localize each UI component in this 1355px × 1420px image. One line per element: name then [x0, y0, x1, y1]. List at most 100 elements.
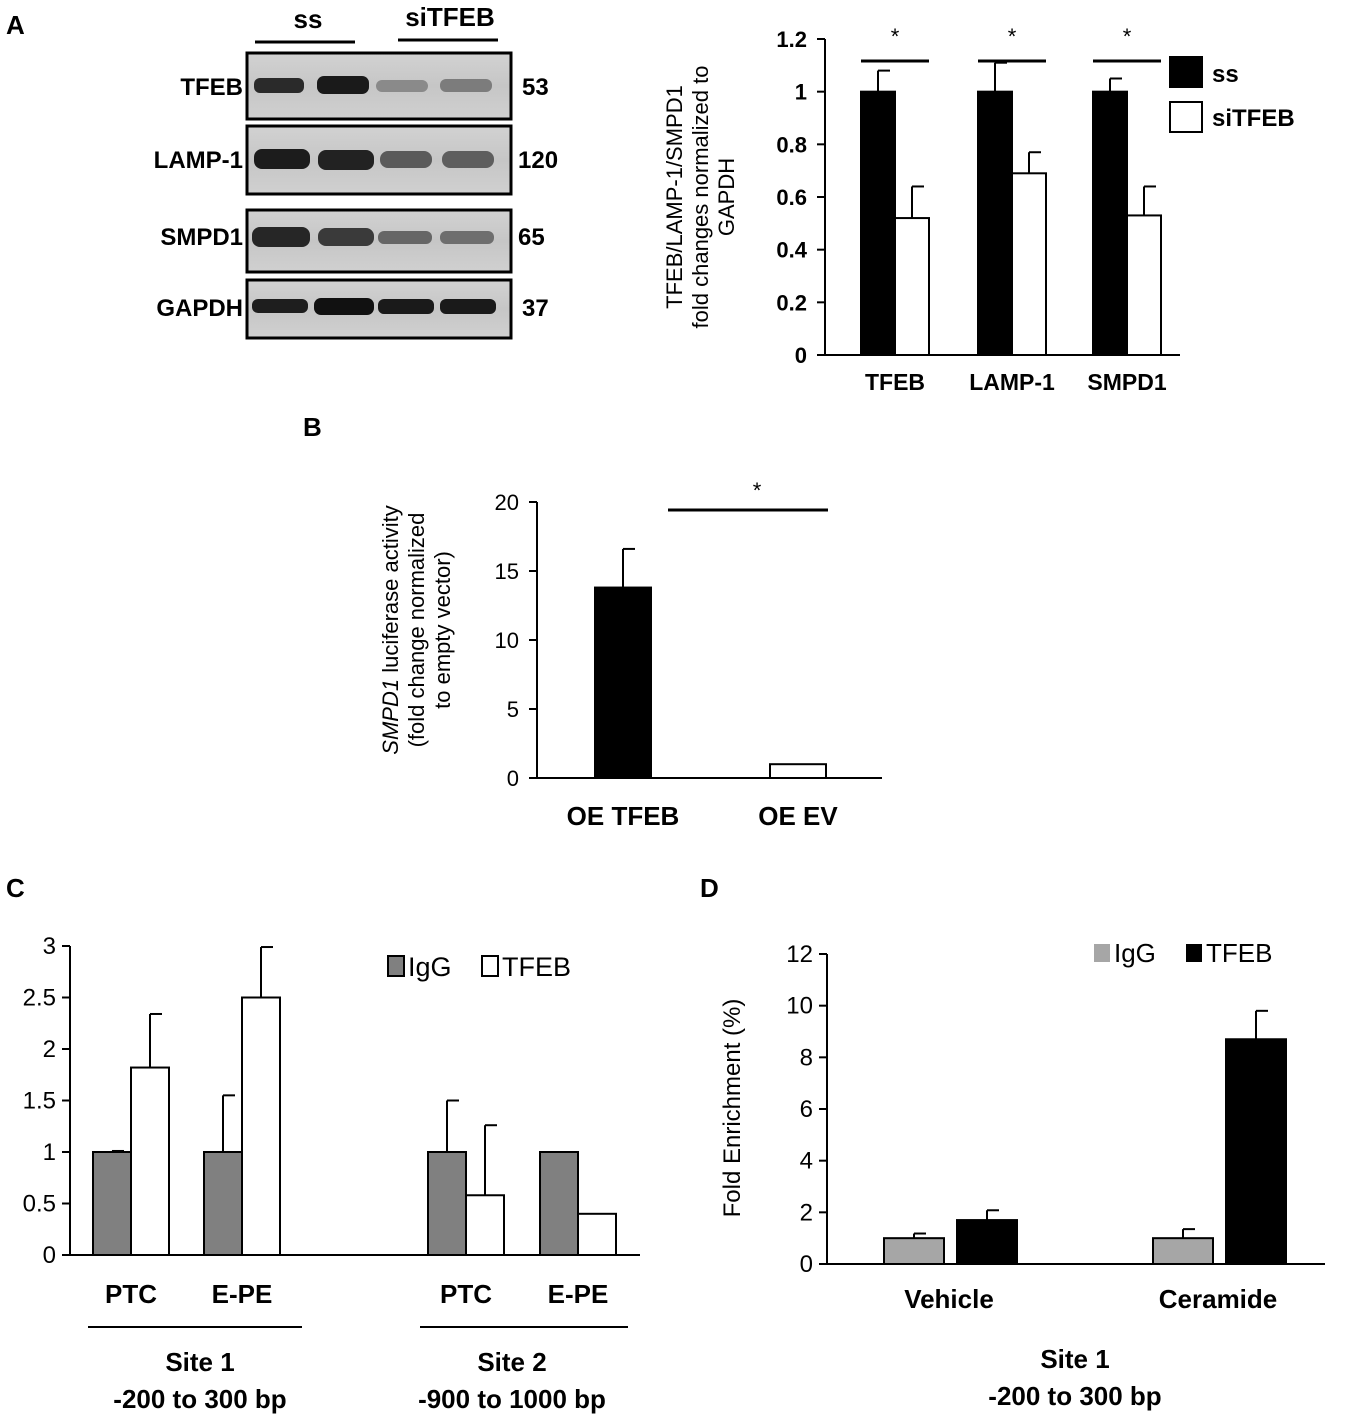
x-tick-label: OE TFEB: [567, 801, 680, 831]
y-tick-label: 1.5: [23, 1088, 56, 1115]
significance-star: *: [1008, 24, 1017, 49]
panel-label-c: C: [6, 873, 25, 903]
x-tick-label: E-PE: [548, 1279, 609, 1309]
legend-label-ss: ss: [1212, 61, 1239, 88]
y-tick-label: 0.6: [776, 185, 807, 210]
blot-band: [254, 149, 310, 169]
y-axis-label-line: (fold change normalized: [404, 513, 429, 748]
blot-band: [317, 76, 369, 94]
igg-bar: [539, 1151, 579, 1256]
x-tick-label: E-PE: [212, 1279, 273, 1309]
ss-bar: [860, 90, 896, 357]
y-tick-label: 1.2: [776, 27, 807, 52]
y-axis-label: SMPD1 luciferase activity(fold change no…: [378, 505, 455, 754]
group-label: -200 to 300 bp: [988, 1381, 1161, 1411]
y-tick-label: 4: [800, 1148, 813, 1175]
blot-band: [318, 228, 374, 246]
y-tick-label: 1: [795, 80, 807, 105]
tfeb-bar: [1225, 1038, 1287, 1265]
blot-kda-label: 65: [518, 224, 545, 251]
chart-b: 0 5 10 15 20 OE TFEB OE EV * SMPD1 luciferase ac…: [378, 478, 882, 831]
y-tick-label: 8: [800, 1044, 813, 1071]
y-tick-label: 0: [800, 1251, 813, 1278]
igg-bar: [883, 1237, 945, 1265]
legend-swatch-tfeb: [481, 955, 499, 977]
y-tick-label: 1: [43, 1139, 56, 1166]
y-axis-label: Fold Enrichment (%): [719, 999, 746, 1218]
y-axis-label: TFEB/LAMP-1/SMPD1fold changes normalized…: [662, 66, 739, 329]
igg-bar: [1152, 1237, 1214, 1265]
sitfeb-bar: [1126, 214, 1162, 356]
x-tick-label: Ceramide: [1159, 1284, 1278, 1314]
blot-kda-label: 37: [522, 295, 549, 322]
panel-label-b: B: [303, 412, 322, 442]
blot-protein-label: TFEB: [180, 74, 243, 101]
y-tick-label: 0.5: [23, 1191, 56, 1218]
y-tick-label: 2.5: [23, 985, 56, 1012]
y-tick-label: 0: [795, 343, 807, 368]
igg-bar: [203, 1151, 243, 1256]
blot-band: [254, 78, 304, 93]
blot-band: [252, 299, 308, 313]
ss-bar: [977, 90, 1013, 357]
x-tick-label: LAMP-1: [969, 369, 1055, 395]
y-tick-label: 3: [43, 933, 56, 960]
significance-star: *: [753, 478, 762, 503]
y-tick-label: 0.8: [776, 132, 807, 157]
y-tick-label: 2: [800, 1199, 813, 1226]
group-label: -900 to 1000 bp: [418, 1384, 606, 1414]
y-axis-label-line: fold changes normalized to: [688, 66, 713, 329]
y-tick-label: 0.2: [776, 290, 807, 315]
x-tick-label: PTC: [440, 1279, 492, 1309]
x-tick-label: Vehicle: [904, 1284, 994, 1314]
x-tick-label: TFEB: [865, 369, 925, 395]
blot-protein-label: GAPDH: [156, 295, 243, 322]
x-tick-label: OE EV: [758, 801, 838, 831]
western-blot: ss siTFEB TFEB 53 LAMP-1 120 SMPD1 65: [154, 2, 558, 340]
y-axis-label-rest: luciferase activity: [378, 505, 403, 679]
igg-bar: [92, 1151, 132, 1256]
tfeb-bar: [130, 1066, 170, 1257]
y-tick-label: 2: [43, 1036, 56, 1063]
blot-band: [314, 298, 374, 315]
blot-band: [376, 80, 428, 92]
legend-label-sitfeb: siTFEB: [1212, 105, 1295, 132]
y-tick-label: 15: [495, 559, 519, 584]
blot-kda-label: 120: [518, 147, 558, 174]
group-label: Site 2: [477, 1347, 546, 1377]
tfeb-bar: [956, 1219, 1018, 1266]
y-tick-label: 0.4: [776, 238, 807, 263]
blot-band: [378, 231, 432, 244]
y-axis-label-line: to empty vector): [430, 551, 455, 709]
blot-group-sitfeb-label: siTFEB: [405, 2, 495, 32]
panel-label-d: D: [700, 873, 719, 903]
blot-protein-label: SMPD1: [160, 224, 243, 251]
legend-swatch-igg: [1094, 944, 1110, 962]
y-tick-label: 10: [786, 993, 813, 1020]
blot-group-ss-label: ss: [294, 4, 323, 34]
legend-swatch-tfeb: [1186, 944, 1202, 962]
y-tick-label: 0: [43, 1242, 56, 1269]
y-tick-label: 0: [507, 766, 519, 791]
x-tick-label: PTC: [105, 1279, 157, 1309]
tfeb-bar: [465, 1194, 505, 1257]
legend-swatch-igg: [387, 955, 405, 977]
blot-band: [318, 150, 374, 170]
sitfeb-bar: [894, 217, 930, 356]
legend-label-igg: IgG: [408, 952, 452, 982]
igg-bar: [427, 1151, 467, 1256]
y-axis-label-gene: SMPD1: [378, 679, 403, 755]
blot-band: [380, 151, 432, 168]
chart-d: 0 2 4 6 8 10 12 Vehicle Ceramide Fold Enrichment …: [719, 938, 1325, 1411]
blot-band: [442, 151, 494, 168]
sitfeb-bar: [1011, 172, 1047, 356]
blot-band: [252, 227, 310, 247]
blot-kda-label: 53: [522, 74, 549, 101]
significance-star: *: [1123, 24, 1132, 49]
legend-label-igg: IgG: [1114, 938, 1156, 968]
blot-band: [440, 299, 496, 314]
legend-label-tfeb: TFEB: [1206, 938, 1272, 968]
y-tick-label: 20: [495, 490, 519, 515]
tfeb-bar: [577, 1212, 617, 1257]
